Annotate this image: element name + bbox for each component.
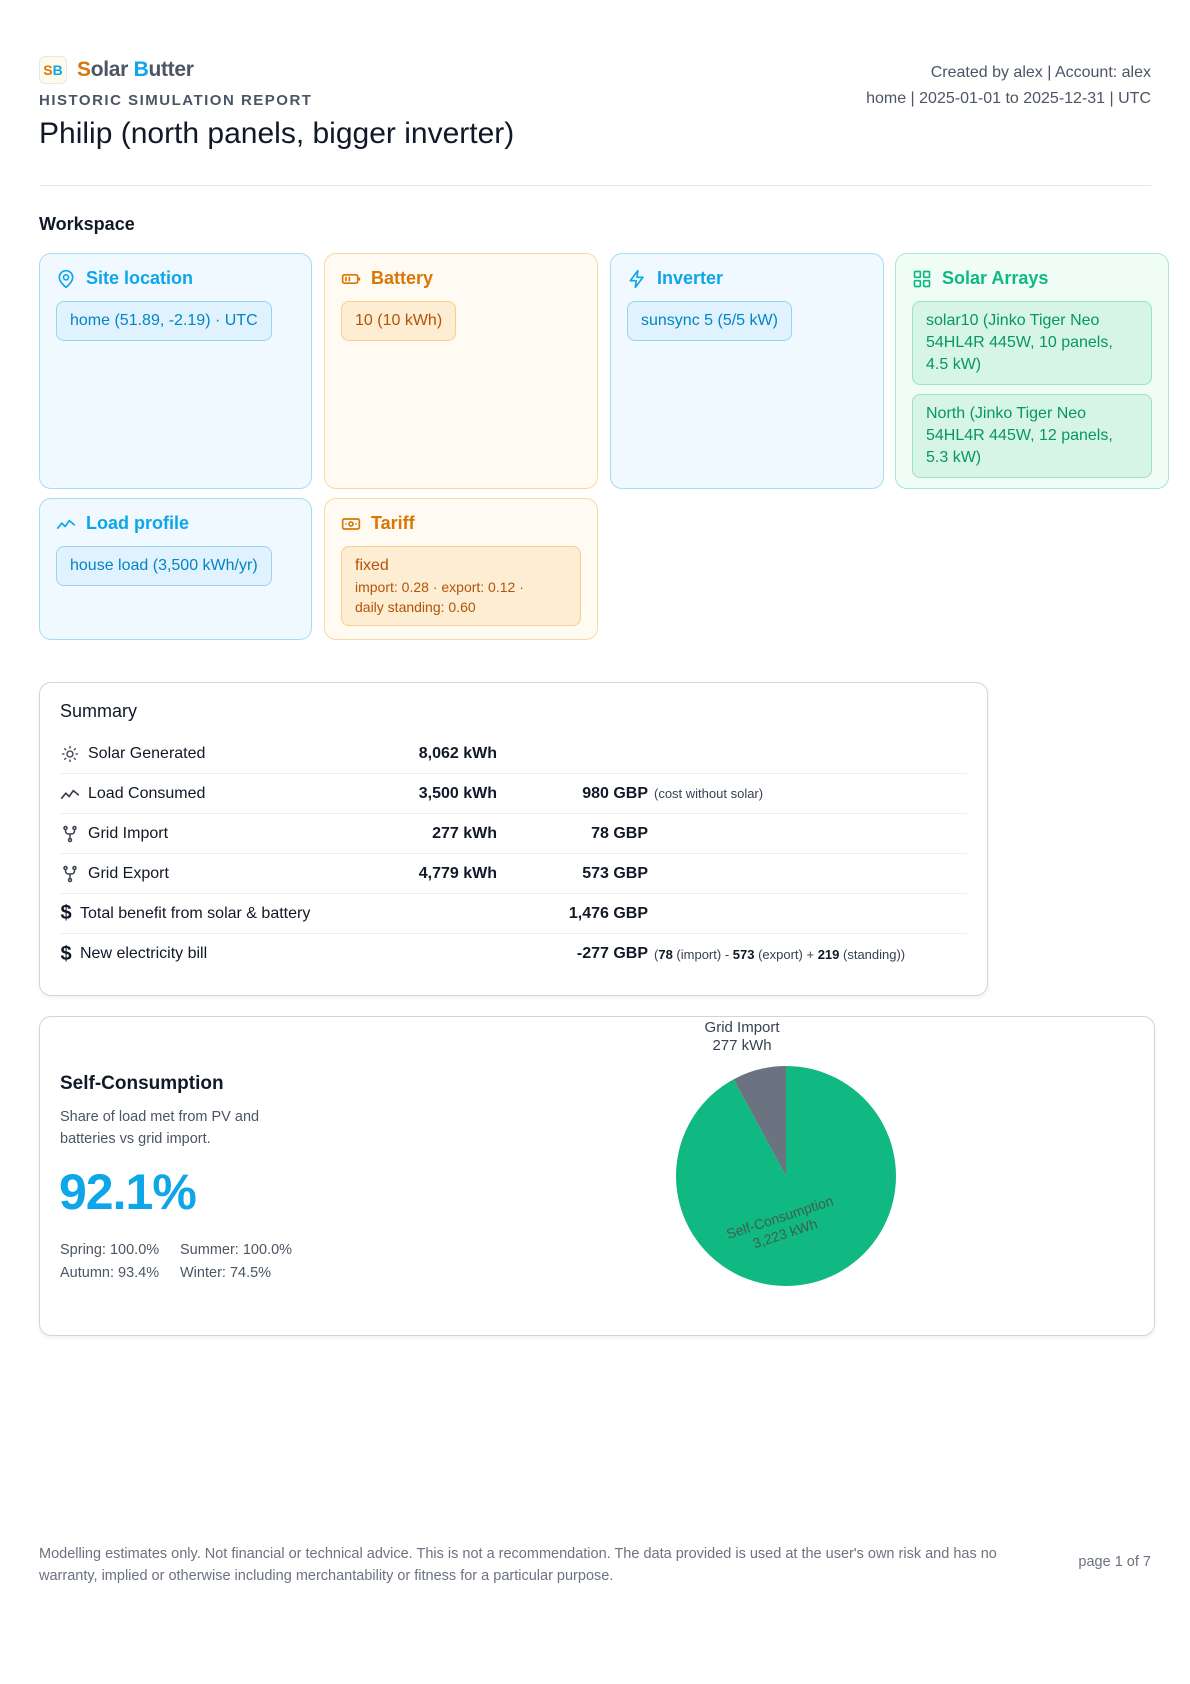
card-title: Tariff <box>371 513 415 533</box>
array-chip: solar10 (Jinko Tiger Neo 54HL4R 445W, 10… <box>912 301 1152 385</box>
self-consumption-percent: 92.1% <box>59 1164 197 1220</box>
self-consumption-description: Share of load met from PV and batteries … <box>60 1109 260 1147</box>
solar-arrays-card: Solar Arrays solar10 (Jinko Tiger Neo 54… <box>895 253 1169 489</box>
self-consumption-panel: Self-Consumption Share of load met from … <box>39 1016 1155 1336</box>
row-label: Total benefit from solar & battery <box>80 904 311 922</box>
slice-label-name: Grid Import <box>705 1019 781 1036</box>
summary-row: $ New electricity bill -277 GBP (78 (imp… <box>60 934 967 974</box>
row-label: Load Consumed <box>88 784 206 802</box>
battery-icon <box>341 273 361 284</box>
tariff-name: fixed <box>355 557 389 574</box>
fork-icon <box>60 864 80 884</box>
dollar-icon: $ <box>60 902 72 924</box>
card-title: Inverter <box>657 268 724 288</box>
map-pin-icon <box>58 269 74 288</box>
season-summer: Summer: 100.0% <box>180 1242 293 1258</box>
dollar-icon: $ <box>60 942 72 965</box>
inverter-chip: sunsync 5 (5/5 kW) <box>627 301 792 341</box>
row-note: (cost without solar) <box>654 786 764 801</box>
meta-created-by: Created by alex | Account: alex <box>930 64 1151 81</box>
header-divider <box>39 185 1151 186</box>
inverter-card: Inverter sunsync 5 (5/5 kW) <box>610 253 884 489</box>
workspace-heading: Workspace <box>39 214 135 234</box>
slice-label-value: 277 kWh <box>712 1037 771 1054</box>
tariff-card: Tariff fixed import: 0.28 · export: 0.12… <box>324 498 598 640</box>
site-chip: home (51.89, -2.19) · UTC <box>56 301 272 341</box>
row-label: New electricity bill <box>80 945 208 962</box>
summary-row: Load Consumed 3,500 kWh 980 GBP (cost wi… <box>60 774 967 814</box>
battery-chip: 10 (10 kWh) <box>341 301 457 341</box>
self-consumption-title: Self-Consumption <box>60 1073 224 1094</box>
site-location-card: Site location home (51.89, -2.19) · UTC <box>39 253 312 489</box>
array-chip: North (Jinko Tiger Neo 54HL4R 445W, 12 p… <box>912 394 1152 478</box>
row-label: Solar Generated <box>88 744 206 762</box>
season-autumn: Autumn: 93.4% <box>60 1265 160 1281</box>
summary-row: Solar Generated 8,062 kWh <box>60 734 967 774</box>
load-chip: house load (3,500 kWh/yr) <box>56 546 272 586</box>
trend-icon <box>60 784 80 804</box>
card-header: Solar Arrays <box>912 268 1152 289</box>
lightning-icon <box>629 269 644 288</box>
page-title: Philip (north panels, bigger inverter) <box>39 117 515 150</box>
pie-slice-grid-import <box>733 1066 786 1176</box>
bill-breakdown: (78 (import) - 573 (export) + 219 (stand… <box>654 946 906 962</box>
row-kwh: 3,500 kWh <box>418 784 497 802</box>
summary-row: $ Total benefit from solar & battery 1,4… <box>60 894 967 934</box>
summary-row: Grid Import 277 kWh 78 GBP <box>60 814 967 854</box>
page-number: page 1 of 7 <box>1078 1554 1151 1570</box>
row-kwh: 277 kWh <box>432 824 497 842</box>
sun-icon <box>60 744 80 764</box>
meta-site-period: home | 2025-01-01 to 2025-12-31 | UTC <box>866 90 1151 107</box>
row-gbp: 1,476 GBP <box>568 904 648 922</box>
summary-row: Grid Export 4,779 kWh 573 GBP <box>60 854 967 894</box>
card-header: Battery <box>341 268 581 289</box>
tariff-chip: fixed import: 0.28 · export: 0.12 · dail… <box>341 546 581 626</box>
load-profile-card: Load profile house load (3,500 kWh/yr) <box>39 498 312 640</box>
card-title: Solar Arrays <box>942 268 1049 288</box>
row-gbp: 78 GBP <box>591 824 648 842</box>
card-title: Load profile <box>86 513 189 533</box>
row-gbp: 573 GBP <box>582 864 648 882</box>
battery-card: Battery 10 (10 kWh) <box>324 253 598 489</box>
brand-name: Solar Butter <box>77 58 194 81</box>
row-kwh: 4,779 kWh <box>418 864 497 882</box>
tariff-standing: daily standing: 0.60 <box>355 599 476 615</box>
season-winter: Winter: 74.5% <box>180 1265 272 1281</box>
tariff-rates: import: 0.28 · export: 0.12 · <box>355 579 524 595</box>
season-spring: Spring: 100.0% <box>60 1242 160 1258</box>
fork-icon <box>60 824 80 844</box>
card-title: Battery <box>371 268 434 288</box>
grid-icon <box>913 270 931 287</box>
card-title: Site location <box>86 268 194 288</box>
report-kind: HISTORIC SIMULATION REPORT <box>39 92 313 109</box>
card-header: Load profile <box>56 513 295 534</box>
summary-panel: Summary Solar Generated 8,062 kWh Load C… <box>39 682 988 996</box>
summary-title: Summary <box>60 701 138 721</box>
row-gbp: 980 GBP <box>582 784 648 802</box>
banknote-icon <box>341 517 361 530</box>
card-header: Inverter <box>627 268 867 289</box>
row-kwh: 8,062 kWh <box>418 744 497 762</box>
report-meta: Created by alex | Account: alex home | 2… <box>866 60 1151 112</box>
row-label: Grid Export <box>88 864 169 882</box>
seasonal-breakdown: Spring: 100.0% Summer: 100.0% Autumn: 93.… <box>60 1239 292 1285</box>
trend-line-icon <box>56 519 76 529</box>
card-header: Site location <box>56 268 295 289</box>
disclaimer: Modelling estimates only. Not financial … <box>39 1546 997 1584</box>
row-gbp: -277 GBP <box>576 945 648 962</box>
row-label: Grid Import <box>88 824 169 842</box>
card-header: Tariff <box>341 513 581 534</box>
